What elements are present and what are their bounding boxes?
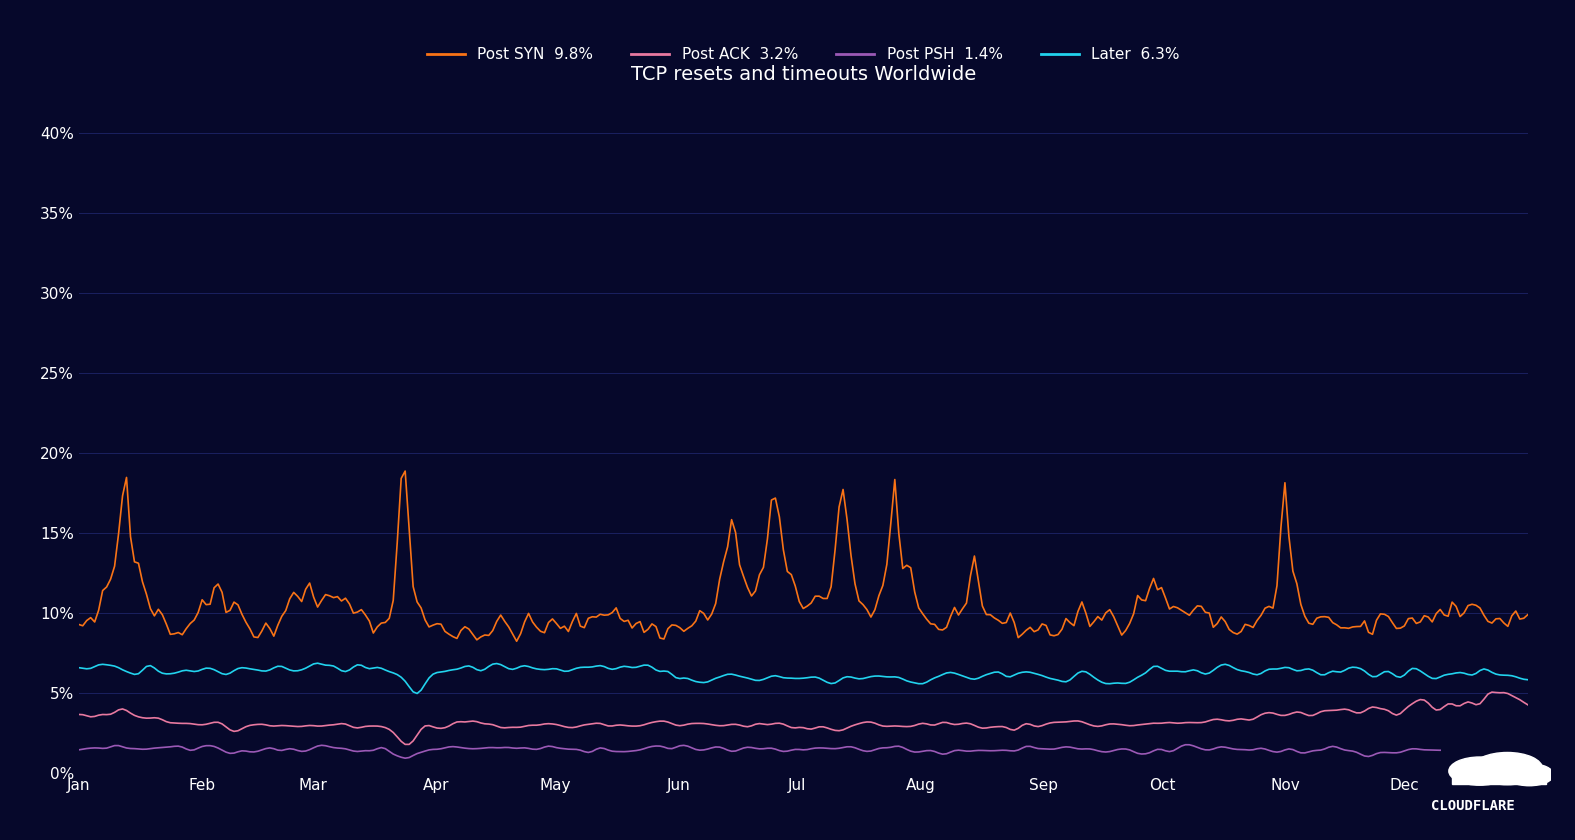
Legend: Post SYN  9.8%, Post ACK  3.2%, Post PSH  1.4%, Later  6.3%: Post SYN 9.8%, Post ACK 3.2%, Post PSH 1… xyxy=(421,41,1186,69)
Post ACK  3.2% xyxy=(650,716,669,726)
Post PSH  1.4% xyxy=(1177,740,1195,750)
Post SYN  9.8% xyxy=(1518,610,1537,620)
Line: Post SYN  9.8%: Post SYN 9.8% xyxy=(79,471,1528,641)
Line: Post ACK  3.2%: Post ACK 3.2% xyxy=(79,692,1528,744)
Post ACK  3.2% xyxy=(1315,706,1334,716)
Post PSH  1.4% xyxy=(1518,745,1537,755)
Post PSH  1.4% xyxy=(471,743,490,753)
Post SYN  9.8% xyxy=(507,636,526,646)
Later  6.3% xyxy=(1458,669,1477,680)
Post PSH  1.4% xyxy=(376,743,395,753)
Post SYN  9.8% xyxy=(69,619,88,629)
Text: CLOUDFLARE: CLOUDFLARE xyxy=(1430,800,1515,813)
Post ACK  3.2% xyxy=(69,710,88,720)
Post PSH  1.4% xyxy=(658,743,677,753)
Post PSH  1.4% xyxy=(395,753,414,764)
Post ACK  3.2% xyxy=(1518,700,1537,710)
Post SYN  9.8% xyxy=(655,634,674,644)
Post SYN  9.8% xyxy=(663,620,682,630)
Later  6.3% xyxy=(309,659,328,669)
Post ACK  3.2% xyxy=(471,718,490,728)
Later  6.3% xyxy=(1320,668,1339,678)
Post SYN  9.8% xyxy=(1320,612,1339,622)
Post ACK  3.2% xyxy=(1455,698,1474,708)
Circle shape xyxy=(1506,764,1553,785)
Later  6.3% xyxy=(380,667,398,677)
Post SYN  9.8% xyxy=(395,466,414,476)
Polygon shape xyxy=(1452,771,1547,784)
Post PSH  1.4% xyxy=(1458,746,1477,756)
Post PSH  1.4% xyxy=(69,745,88,755)
Post ACK  3.2% xyxy=(1482,687,1501,697)
Post ACK  3.2% xyxy=(395,739,414,749)
Post PSH  1.4% xyxy=(1320,743,1339,753)
Later  6.3% xyxy=(1518,675,1537,685)
Circle shape xyxy=(1473,753,1542,785)
Later  6.3% xyxy=(655,666,674,676)
Later  6.3% xyxy=(476,664,495,675)
Title: TCP resets and timeouts Worldwide: TCP resets and timeouts Worldwide xyxy=(630,65,976,84)
Later  6.3% xyxy=(408,689,427,699)
Post SYN  9.8% xyxy=(376,617,395,627)
Later  6.3% xyxy=(69,663,88,673)
Line: Post PSH  1.4%: Post PSH 1.4% xyxy=(79,745,1528,759)
Post SYN  9.8% xyxy=(1458,601,1477,611)
Post SYN  9.8% xyxy=(471,632,490,642)
Later  6.3% xyxy=(663,669,682,680)
Circle shape xyxy=(1449,757,1510,785)
Post PSH  1.4% xyxy=(650,741,669,751)
Line: Later  6.3%: Later 6.3% xyxy=(79,664,1528,694)
Post ACK  3.2% xyxy=(658,717,677,727)
Post ACK  3.2% xyxy=(376,722,395,732)
